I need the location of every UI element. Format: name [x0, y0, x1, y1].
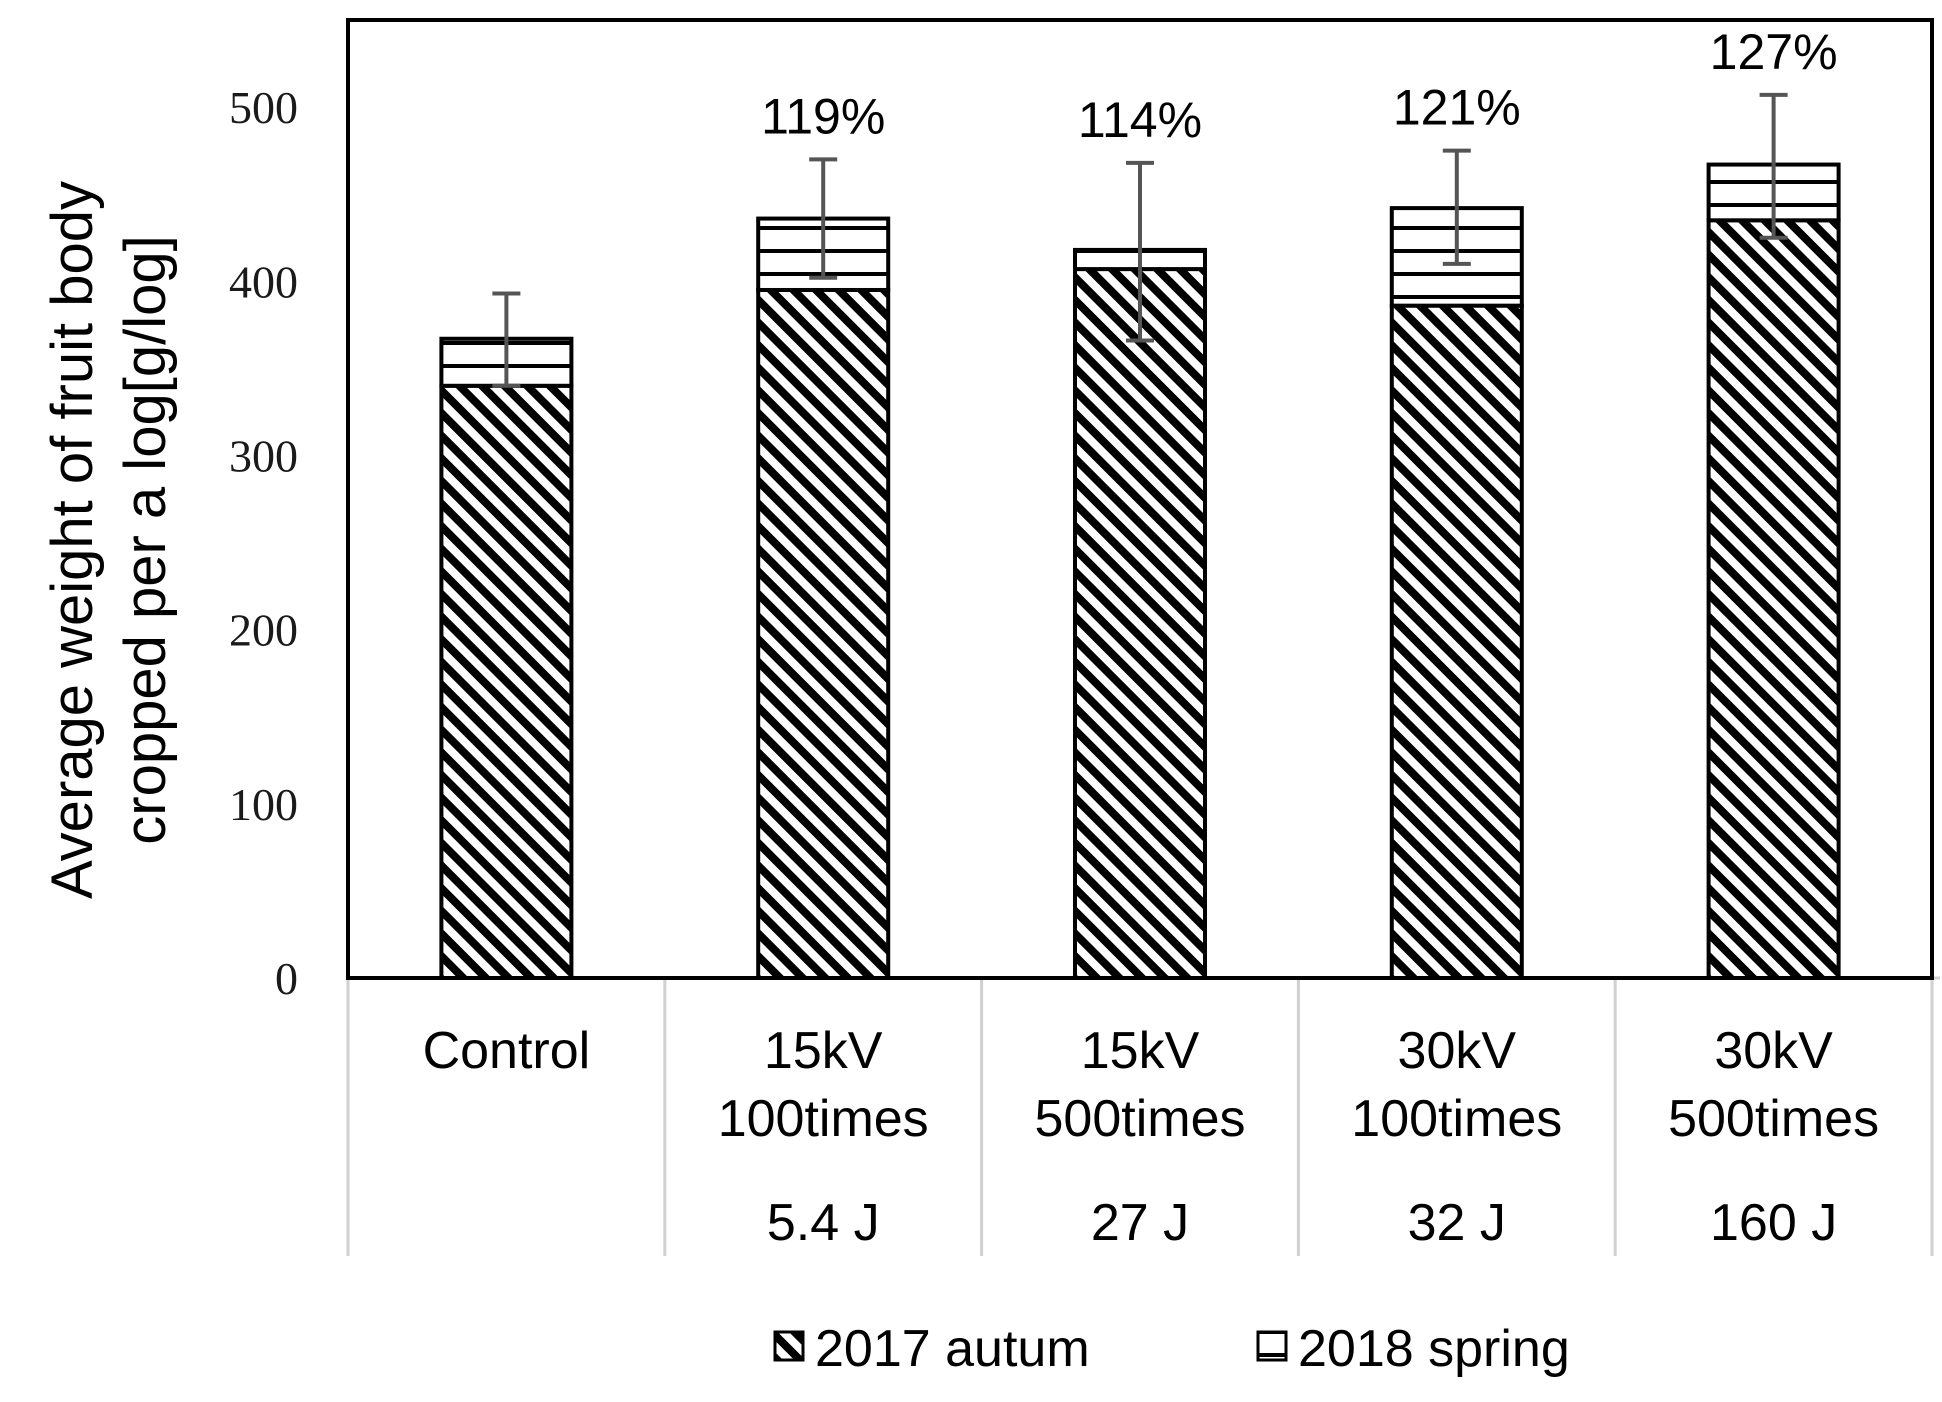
y-tick-label: 0: [275, 953, 298, 1004]
plot-frame: [346, 18, 1934, 980]
percent-annotation: 114%: [1078, 92, 1202, 148]
y-tick-label: 500: [229, 82, 298, 133]
category-label: 500times: [1035, 1090, 1246, 1148]
y-tick-label: 100: [229, 779, 298, 830]
y-tick-label: 300: [229, 430, 298, 481]
category-label: 30kV: [1398, 1022, 1517, 1080]
category-label: Control: [423, 1022, 591, 1080]
category-label: 15kV: [1081, 1022, 1200, 1080]
legend-label: 2018 spring: [1298, 1320, 1570, 1378]
legend-label: 2017 autum: [815, 1320, 1090, 1378]
category-label: 15kV: [764, 1022, 883, 1080]
bar-segment: [439, 383, 574, 981]
energy-label: 160 J: [1710, 1194, 1837, 1252]
legend-swatch: [773, 1330, 805, 1362]
percent-annotations: 119% 114% 121% 127%: [761, 24, 1837, 148]
energy-label: 5.4 J: [767, 1194, 880, 1252]
energy-label: 27 J: [1091, 1194, 1189, 1252]
bar-segment: [1389, 303, 1524, 980]
y-axis-label: Average weight of fruit body cropped per …: [40, 181, 178, 899]
legend-swatch: [1256, 1330, 1288, 1362]
y-axis-label-line: cropped per a log[g/log]: [113, 235, 178, 844]
y-axis-ticks: 0 100 200 300 400 500: [229, 82, 298, 1004]
bar-segment: [1073, 267, 1207, 980]
error-bars: [492, 92, 1788, 388]
percent-annotation: 119%: [761, 88, 885, 144]
y-tick-label: 400: [229, 256, 298, 307]
category-label: 100times: [718, 1090, 929, 1148]
percent-annotation: 127%: [1710, 24, 1838, 80]
energy-label: 32 J: [1408, 1194, 1506, 1252]
bar-segment: [1706, 218, 1841, 981]
bar-segment: [756, 287, 891, 980]
category-label: 500times: [1668, 1090, 1879, 1148]
y-axis-label-line: Average weight of fruit body: [40, 181, 105, 899]
percent-annotation: 121%: [1393, 80, 1521, 136]
category-label: 30kV: [1714, 1022, 1833, 1080]
category-label: 100times: [1351, 1090, 1562, 1148]
legend: 2017 autum 2018 spring: [773, 1320, 1570, 1378]
category-labels: Control 15kV 100times 5.4 J 15kV 500times 27 J…: [423, 1022, 1880, 1252]
y-tick-label: 200: [229, 605, 298, 656]
plot-border: [346, 18, 1934, 980]
